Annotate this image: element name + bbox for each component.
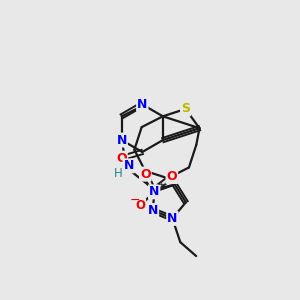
Text: N: N — [149, 185, 159, 198]
Text: H: H — [114, 167, 123, 180]
Text: N: N — [167, 212, 178, 225]
Text: O: O — [116, 152, 127, 165]
Text: N: N — [123, 159, 134, 172]
Text: O: O — [135, 199, 145, 212]
Text: O: O — [140, 168, 151, 181]
Text: +: + — [156, 180, 166, 190]
Text: S: S — [181, 103, 190, 116]
Text: O: O — [167, 170, 177, 183]
Text: N: N — [148, 204, 158, 217]
Text: N: N — [137, 98, 148, 111]
Text: N: N — [116, 134, 127, 147]
Text: −: − — [130, 194, 140, 207]
